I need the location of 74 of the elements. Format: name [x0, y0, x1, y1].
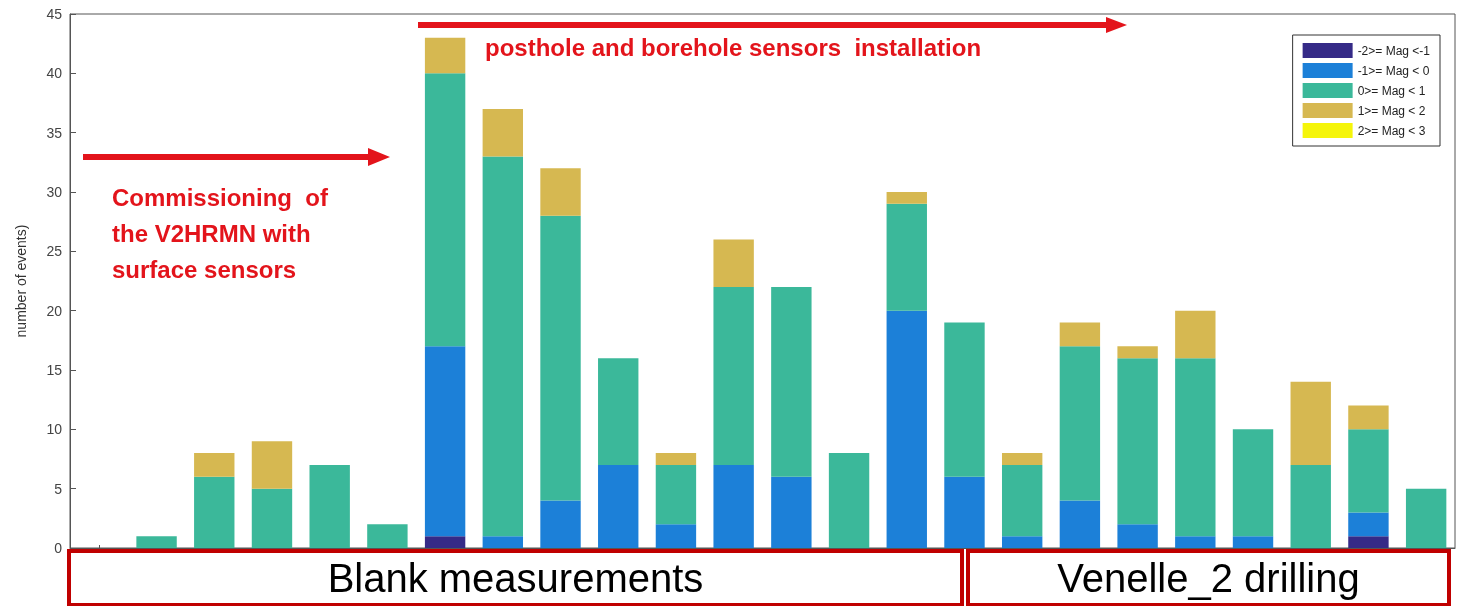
bar [771, 286, 812, 477]
bar [1175, 310, 1216, 359]
bar [251, 441, 293, 489]
y-axis-title: number of events) [13, 224, 29, 338]
bar [828, 453, 870, 548]
legend-label: 1>= Mag < 2 [1357, 103, 1426, 118]
text: Venelle_2 drilling [1056, 555, 1361, 602]
y-tick-label: 0 [54, 540, 63, 556]
bar [713, 286, 754, 465]
bar [251, 488, 293, 548]
bar [1290, 464, 1331, 548]
bar [1175, 358, 1216, 537]
bar [424, 536, 466, 548]
y-tick-label: 40 [46, 65, 63, 82]
y-tick-label: 20 [46, 302, 63, 319]
bar [944, 476, 985, 548]
bar [1405, 488, 1447, 548]
y-tick-label: 30 [46, 184, 63, 200]
y-tick-label: 15 [46, 362, 63, 378]
bar [1348, 405, 1389, 430]
bar [655, 453, 697, 465]
bar [1348, 536, 1389, 548]
bar [1001, 453, 1043, 465]
annotation: posthole and borehole sensors installation [485, 33, 983, 63]
bar [194, 453, 235, 477]
bar [598, 358, 639, 465]
bar [771, 476, 812, 548]
bar [540, 215, 581, 501]
legend-label: -2>= Mag <-1 [1357, 43, 1431, 58]
y-tick-label: 45 [46, 6, 63, 22]
bar [1348, 429, 1389, 513]
y-tick-label: 25 [46, 243, 63, 260]
bar [540, 168, 581, 216]
bar [367, 524, 408, 548]
bar [194, 476, 235, 548]
bar [655, 464, 697, 525]
bar [713, 464, 754, 548]
bar [482, 536, 524, 548]
bar [1001, 536, 1043, 548]
bar [540, 500, 581, 548]
bar [1117, 358, 1158, 525]
bar [944, 322, 985, 477]
bar [1232, 429, 1274, 537]
annotation: Commissioning of the V2HRMN with surface sensors [112, 183, 329, 285]
bar [1001, 464, 1043, 537]
bar [424, 346, 466, 537]
bar [1117, 346, 1158, 359]
legend-label: 2>= Mag < 3 [1357, 123, 1426, 138]
bar [598, 464, 639, 548]
legend-label: 0>= Mag < 1 [1357, 83, 1426, 98]
legend-label: -1>= Mag < 0 [1357, 63, 1430, 78]
text: Blank measurements [326, 555, 705, 602]
bar [136, 536, 177, 548]
bar [482, 108, 524, 157]
bar [1175, 536, 1216, 548]
bar [1348, 512, 1389, 537]
bar [1232, 536, 1274, 548]
y-tick-label: 5 [54, 480, 63, 497]
bar [886, 192, 927, 204]
bar [1117, 524, 1158, 548]
bar [886, 203, 927, 311]
bar [309, 464, 350, 548]
bar [713, 239, 754, 287]
bar [1059, 322, 1101, 347]
bar [482, 156, 524, 537]
bar [886, 310, 927, 548]
bar [1290, 381, 1331, 465]
bar [424, 73, 466, 347]
bar [424, 37, 466, 74]
bar [655, 524, 697, 548]
bar [1059, 500, 1101, 548]
bar [1059, 346, 1101, 501]
y-tick-label: 10 [46, 421, 63, 438]
y-tick-label: 35 [46, 124, 63, 141]
